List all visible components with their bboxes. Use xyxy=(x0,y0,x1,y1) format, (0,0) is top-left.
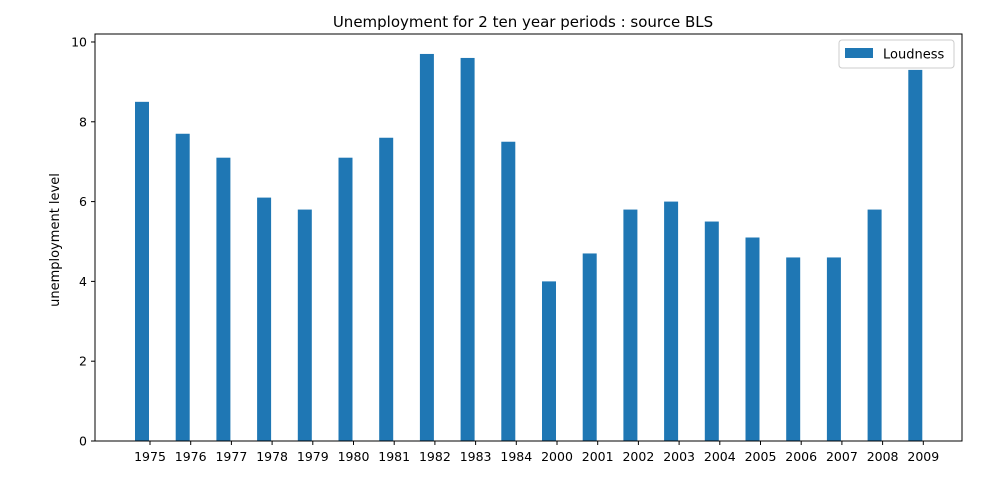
legend: Loudness xyxy=(838,39,955,69)
bar-1979 xyxy=(297,209,312,441)
y-axis-label: unemployment level xyxy=(48,173,63,307)
y-tick-label-8: 8 xyxy=(79,114,87,129)
x-tick-label-2009: 2009 xyxy=(907,449,939,464)
x-tick-label-1981: 1981 xyxy=(378,449,410,464)
y-tick-label-0: 0 xyxy=(79,434,87,449)
bar-1984 xyxy=(501,141,516,441)
y-axis: 0 2 4 6 8 10 xyxy=(71,34,95,449)
x-tick-label-2001: 2001 xyxy=(582,449,614,464)
x-tick-label-2003: 2003 xyxy=(663,449,695,464)
y-tick-label-4: 4 xyxy=(79,274,87,289)
chart-title: Unemployment for 2 ten year periods : so… xyxy=(333,13,713,31)
x-tick-label-1980: 1980 xyxy=(338,449,370,464)
x-tick-label-2007: 2007 xyxy=(826,449,858,464)
bar-1981 xyxy=(379,137,394,441)
bar-2003 xyxy=(664,201,679,441)
y-tick-label-2: 2 xyxy=(79,354,87,369)
x-tick-label-1983: 1983 xyxy=(460,449,492,464)
bar-2002 xyxy=(623,209,638,441)
bar-1975 xyxy=(135,101,149,441)
x-tick-label-1979: 1979 xyxy=(297,449,329,464)
bar-2004 xyxy=(704,221,719,441)
x-axis: 1975 1976 1977 1978 1979 1980 1981 1982 1983 1984… xyxy=(134,441,939,464)
x-tick-label-2000: 2000 xyxy=(541,449,573,464)
x-tick-label-2005: 2005 xyxy=(745,449,777,464)
x-tick-label-2002: 2002 xyxy=(622,449,654,464)
plot-frame xyxy=(94,33,963,442)
y-tick-label-10: 10 xyxy=(71,34,87,49)
bar-2006 xyxy=(786,257,801,441)
bar-1980 xyxy=(338,157,353,441)
legend-box xyxy=(838,39,955,69)
x-tick-label-2008: 2008 xyxy=(867,449,899,464)
bar-1977 xyxy=(216,157,231,441)
bar-2001 xyxy=(582,253,597,441)
y-tick-label-6: 6 xyxy=(79,194,87,209)
legend-label: Loudness xyxy=(883,48,944,63)
x-tick-label-1982: 1982 xyxy=(419,449,451,464)
x-tick-label-2004: 2004 xyxy=(704,449,736,464)
bars-group xyxy=(135,53,923,442)
x-tick-label-1978: 1978 xyxy=(256,449,288,464)
x-tick-label-2006: 2006 xyxy=(785,449,817,464)
bar-2000 xyxy=(542,281,556,441)
bar-1982 xyxy=(419,53,434,441)
bar-2007 xyxy=(826,257,841,441)
legend-swatch xyxy=(845,48,873,58)
bar-2005 xyxy=(745,237,760,441)
x-tick-label-1977: 1977 xyxy=(215,449,247,464)
x-tick-label-1984: 1984 xyxy=(500,449,532,464)
bar-2009 xyxy=(908,69,923,441)
x-tick-label-1975: 1975 xyxy=(134,449,166,464)
bar-1978 xyxy=(257,197,272,441)
bar-2008 xyxy=(867,209,882,441)
x-tick-label-1976: 1976 xyxy=(175,449,207,464)
bar-1983 xyxy=(460,57,475,442)
bar-1976 xyxy=(175,133,190,442)
